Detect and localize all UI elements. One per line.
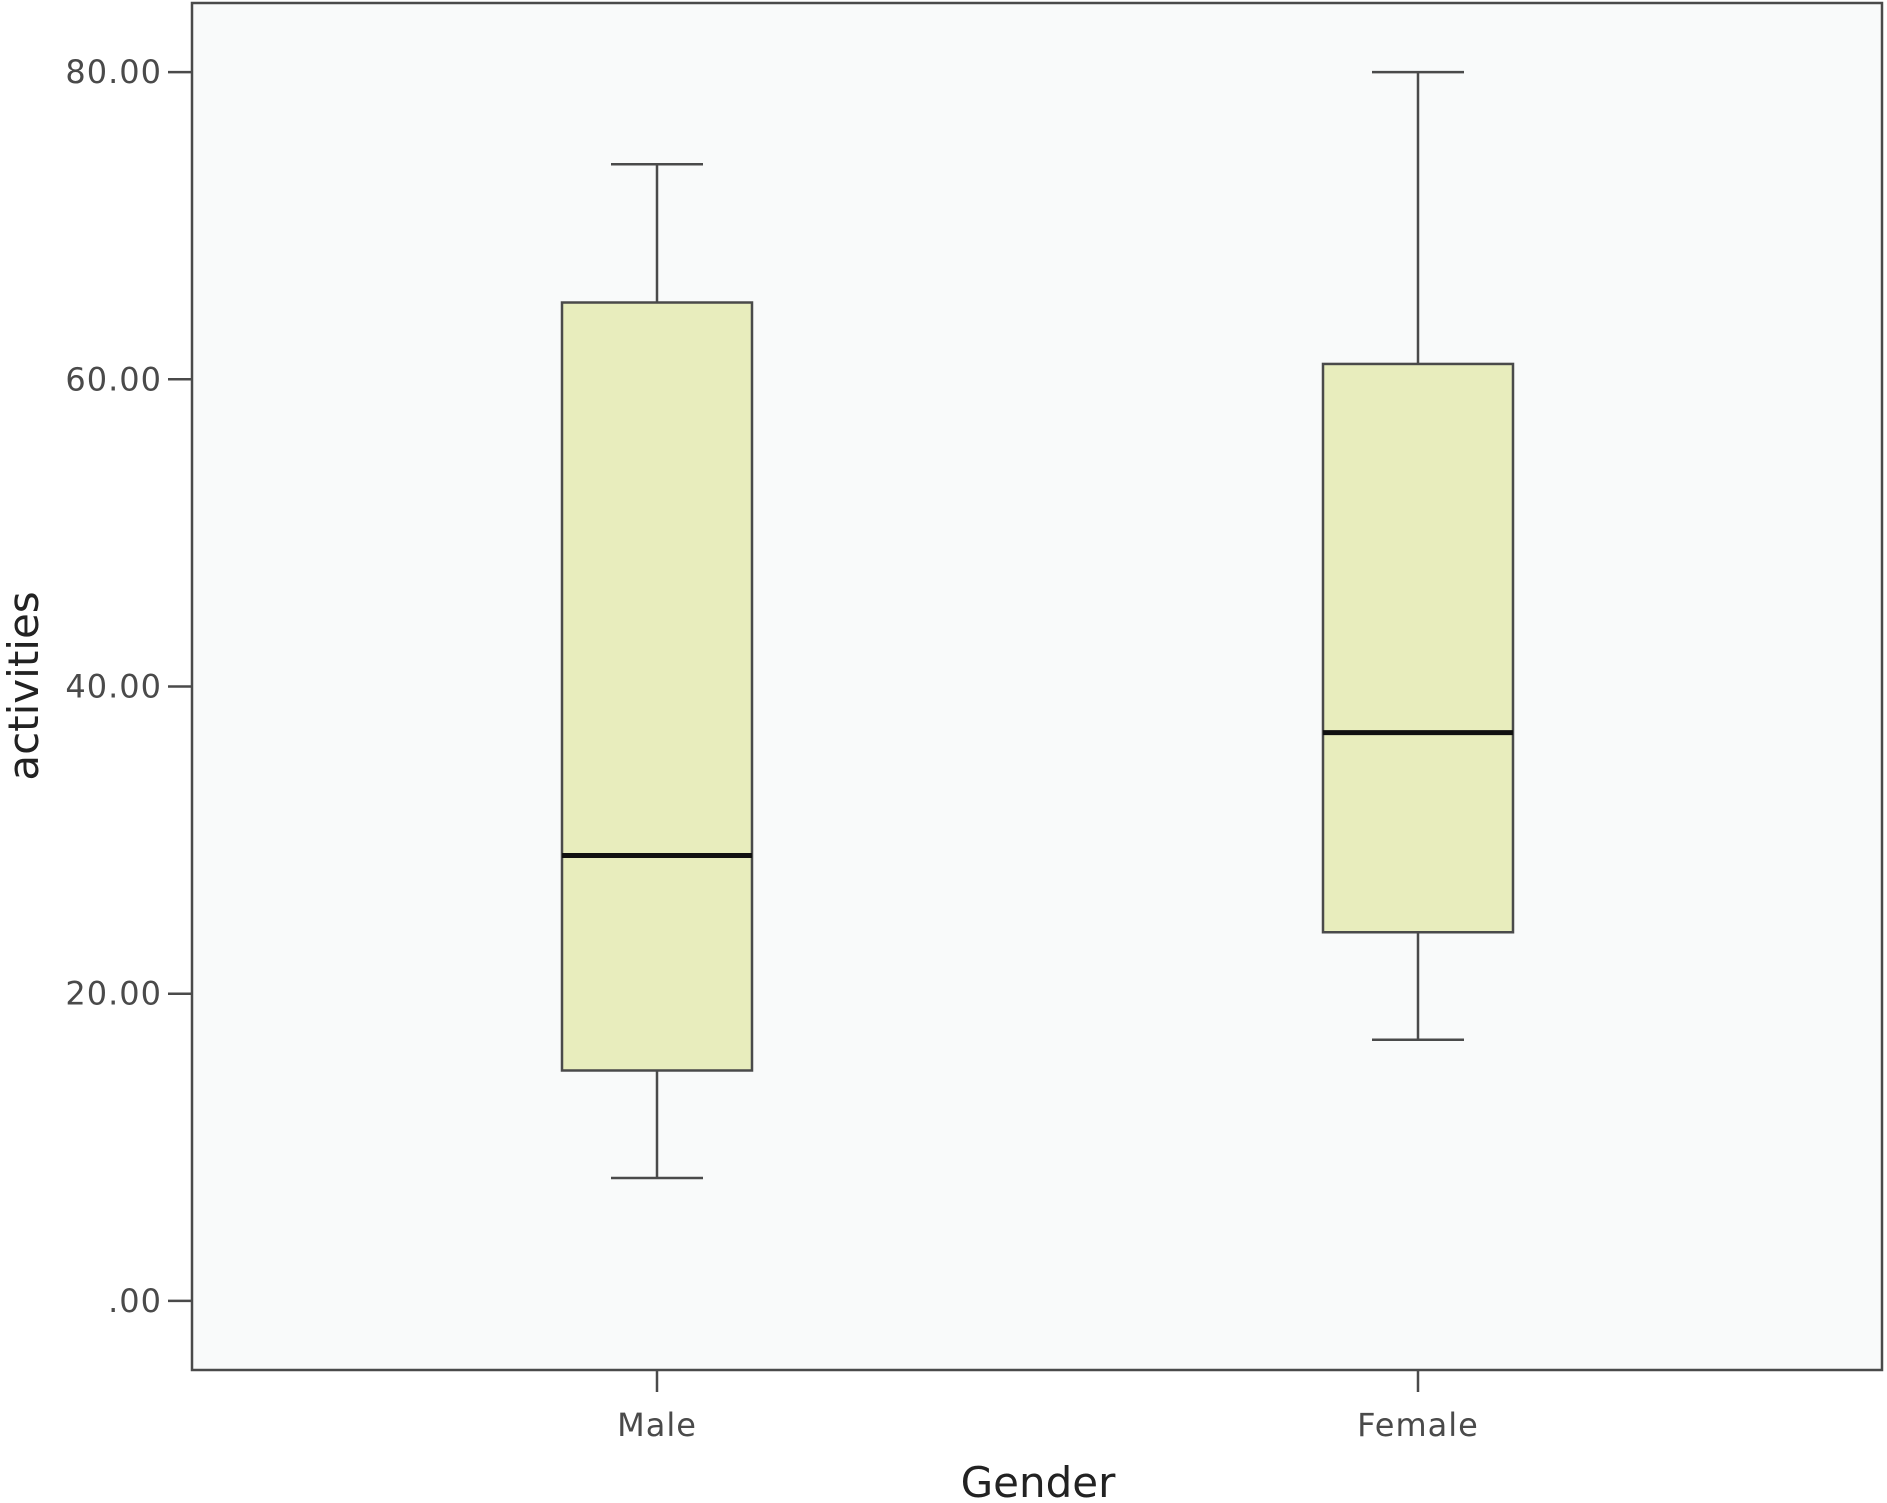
iqr-box	[1321, 362, 1515, 934]
x-tick-label: Male	[617, 1406, 697, 1444]
x-tick-label: Female	[1357, 1406, 1479, 1444]
y-tick-label: 80.00	[65, 53, 162, 91]
y-tick-label: 40.00	[65, 668, 162, 706]
iqr-box	[560, 301, 754, 1072]
y-tick-label: 20.00	[65, 975, 162, 1013]
plot-area	[190, 1, 1884, 1372]
box-female	[1321, 70, 1515, 1042]
y-axis-title: activities	[0, 591, 48, 780]
y-tick-label: 60.00	[65, 360, 162, 398]
x-axis: Male Female	[617, 1370, 1479, 1444]
x-axis-title: Gender	[961, 1458, 1117, 1503]
box-male	[560, 163, 754, 1180]
y-tick-label: .00	[108, 1282, 162, 1320]
y-axis: .00 20.00 40.00 60.00 80.00	[65, 53, 192, 1320]
boxes	[560, 70, 1515, 1180]
